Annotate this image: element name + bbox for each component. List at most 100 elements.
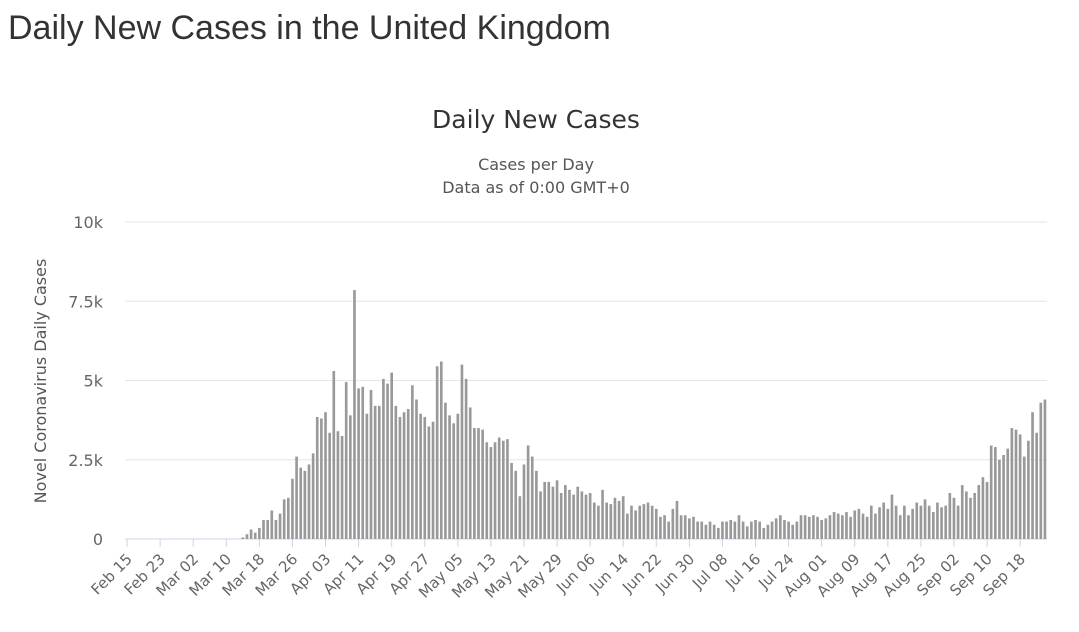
- bar[interactable]: [654, 508, 658, 539]
- bar[interactable]: [907, 515, 910, 539]
- bar[interactable]: [923, 499, 927, 540]
- bar[interactable]: [911, 508, 914, 539]
- bar[interactable]: [580, 491, 584, 539]
- bar[interactable]: [605, 502, 608, 539]
- bar[interactable]: [270, 510, 274, 539]
- bar[interactable]: [700, 521, 704, 539]
- bar[interactable]: [551, 486, 555, 539]
- bar[interactable]: [485, 442, 489, 539]
- bar[interactable]: [754, 519, 757, 539]
- bar[interactable]: [299, 467, 303, 539]
- bar[interactable]: [522, 464, 526, 540]
- bar[interactable]: [770, 521, 774, 539]
- bar[interactable]: [1002, 455, 1005, 539]
- bar[interactable]: [795, 521, 799, 539]
- bar[interactable]: [642, 504, 646, 539]
- bar[interactable]: [588, 493, 592, 539]
- bar[interactable]: [733, 521, 737, 539]
- bar[interactable]: [402, 412, 406, 539]
- bar[interactable]: [444, 402, 447, 539]
- bar[interactable]: [526, 445, 530, 539]
- bar[interactable]: [890, 494, 894, 539]
- bar[interactable]: [328, 432, 331, 539]
- bar[interactable]: [439, 361, 443, 539]
- bar[interactable]: [361, 386, 365, 539]
- bar[interactable]: [452, 423, 456, 539]
- bar[interactable]: [419, 413, 422, 539]
- bar[interactable]: [559, 493, 563, 539]
- bar[interactable]: [766, 524, 770, 539]
- bar[interactable]: [307, 464, 311, 540]
- bar[interactable]: [340, 435, 344, 539]
- bar[interactable]: [613, 497, 617, 539]
- bar[interactable]: [745, 526, 749, 539]
- bar[interactable]: [369, 390, 373, 539]
- bar[interactable]: [568, 489, 571, 539]
- bar[interactable]: [845, 512, 848, 539]
- bar[interactable]: [692, 516, 695, 539]
- bar[interactable]: [349, 415, 352, 539]
- bar[interactable]: [373, 405, 377, 539]
- bar[interactable]: [981, 477, 985, 539]
- bar[interactable]: [927, 505, 931, 539]
- bar[interactable]: [919, 505, 923, 539]
- bar[interactable]: [869, 505, 873, 539]
- bar[interactable]: [501, 440, 505, 539]
- bar[interactable]: [473, 428, 476, 539]
- bar[interactable]: [791, 524, 795, 539]
- bar[interactable]: [812, 515, 815, 539]
- bar[interactable]: [865, 516, 869, 539]
- bar[interactable]: [1027, 440, 1030, 539]
- bar[interactable]: [394, 405, 398, 539]
- bar[interactable]: [1022, 456, 1026, 539]
- bar[interactable]: [799, 515, 803, 539]
- bar[interactable]: [481, 429, 484, 539]
- bar[interactable]: [431, 421, 435, 539]
- bar[interactable]: [878, 507, 881, 539]
- bar[interactable]: [377, 405, 381, 539]
- bar[interactable]: [816, 516, 819, 539]
- bar[interactable]: [266, 519, 269, 539]
- bar[interactable]: [295, 456, 298, 539]
- bar[interactable]: [824, 518, 828, 539]
- bar[interactable]: [956, 505, 960, 539]
- bar[interactable]: [572, 494, 575, 539]
- bar[interactable]: [729, 519, 733, 539]
- bar[interactable]: [543, 481, 546, 539]
- bar[interactable]: [688, 518, 691, 539]
- bar[interactable]: [998, 459, 1001, 539]
- bar[interactable]: [1031, 412, 1034, 539]
- bar[interactable]: [357, 388, 360, 539]
- bar[interactable]: [737, 515, 741, 539]
- bar[interactable]: [539, 491, 542, 539]
- bar[interactable]: [621, 496, 625, 539]
- bar[interactable]: [253, 532, 257, 539]
- bar[interactable]: [332, 370, 336, 539]
- bar[interactable]: [1018, 434, 1022, 539]
- bar[interactable]: [324, 412, 327, 539]
- bar[interactable]: [336, 431, 340, 539]
- bar[interactable]: [555, 480, 559, 539]
- bar[interactable]: [803, 515, 807, 539]
- bar[interactable]: [320, 418, 323, 539]
- bar[interactable]: [315, 416, 319, 539]
- bar[interactable]: [994, 447, 997, 539]
- bar[interactable]: [258, 527, 261, 539]
- bar[interactable]: [696, 521, 699, 539]
- bar[interactable]: [671, 508, 675, 539]
- bar[interactable]: [456, 413, 460, 539]
- bar[interactable]: [787, 521, 790, 539]
- bar[interactable]: [716, 527, 720, 539]
- bar[interactable]: [836, 513, 840, 539]
- bar[interactable]: [535, 470, 538, 539]
- bar[interactable]: [915, 502, 919, 539]
- bar[interactable]: [973, 493, 976, 539]
- bar[interactable]: [245, 534, 249, 539]
- bar[interactable]: [977, 485, 981, 539]
- bar[interactable]: [675, 500, 679, 539]
- bar[interactable]: [679, 515, 683, 539]
- bar[interactable]: [853, 510, 857, 539]
- bar[interactable]: [828, 515, 832, 539]
- bar[interactable]: [663, 515, 666, 539]
- bar[interactable]: [820, 519, 823, 539]
